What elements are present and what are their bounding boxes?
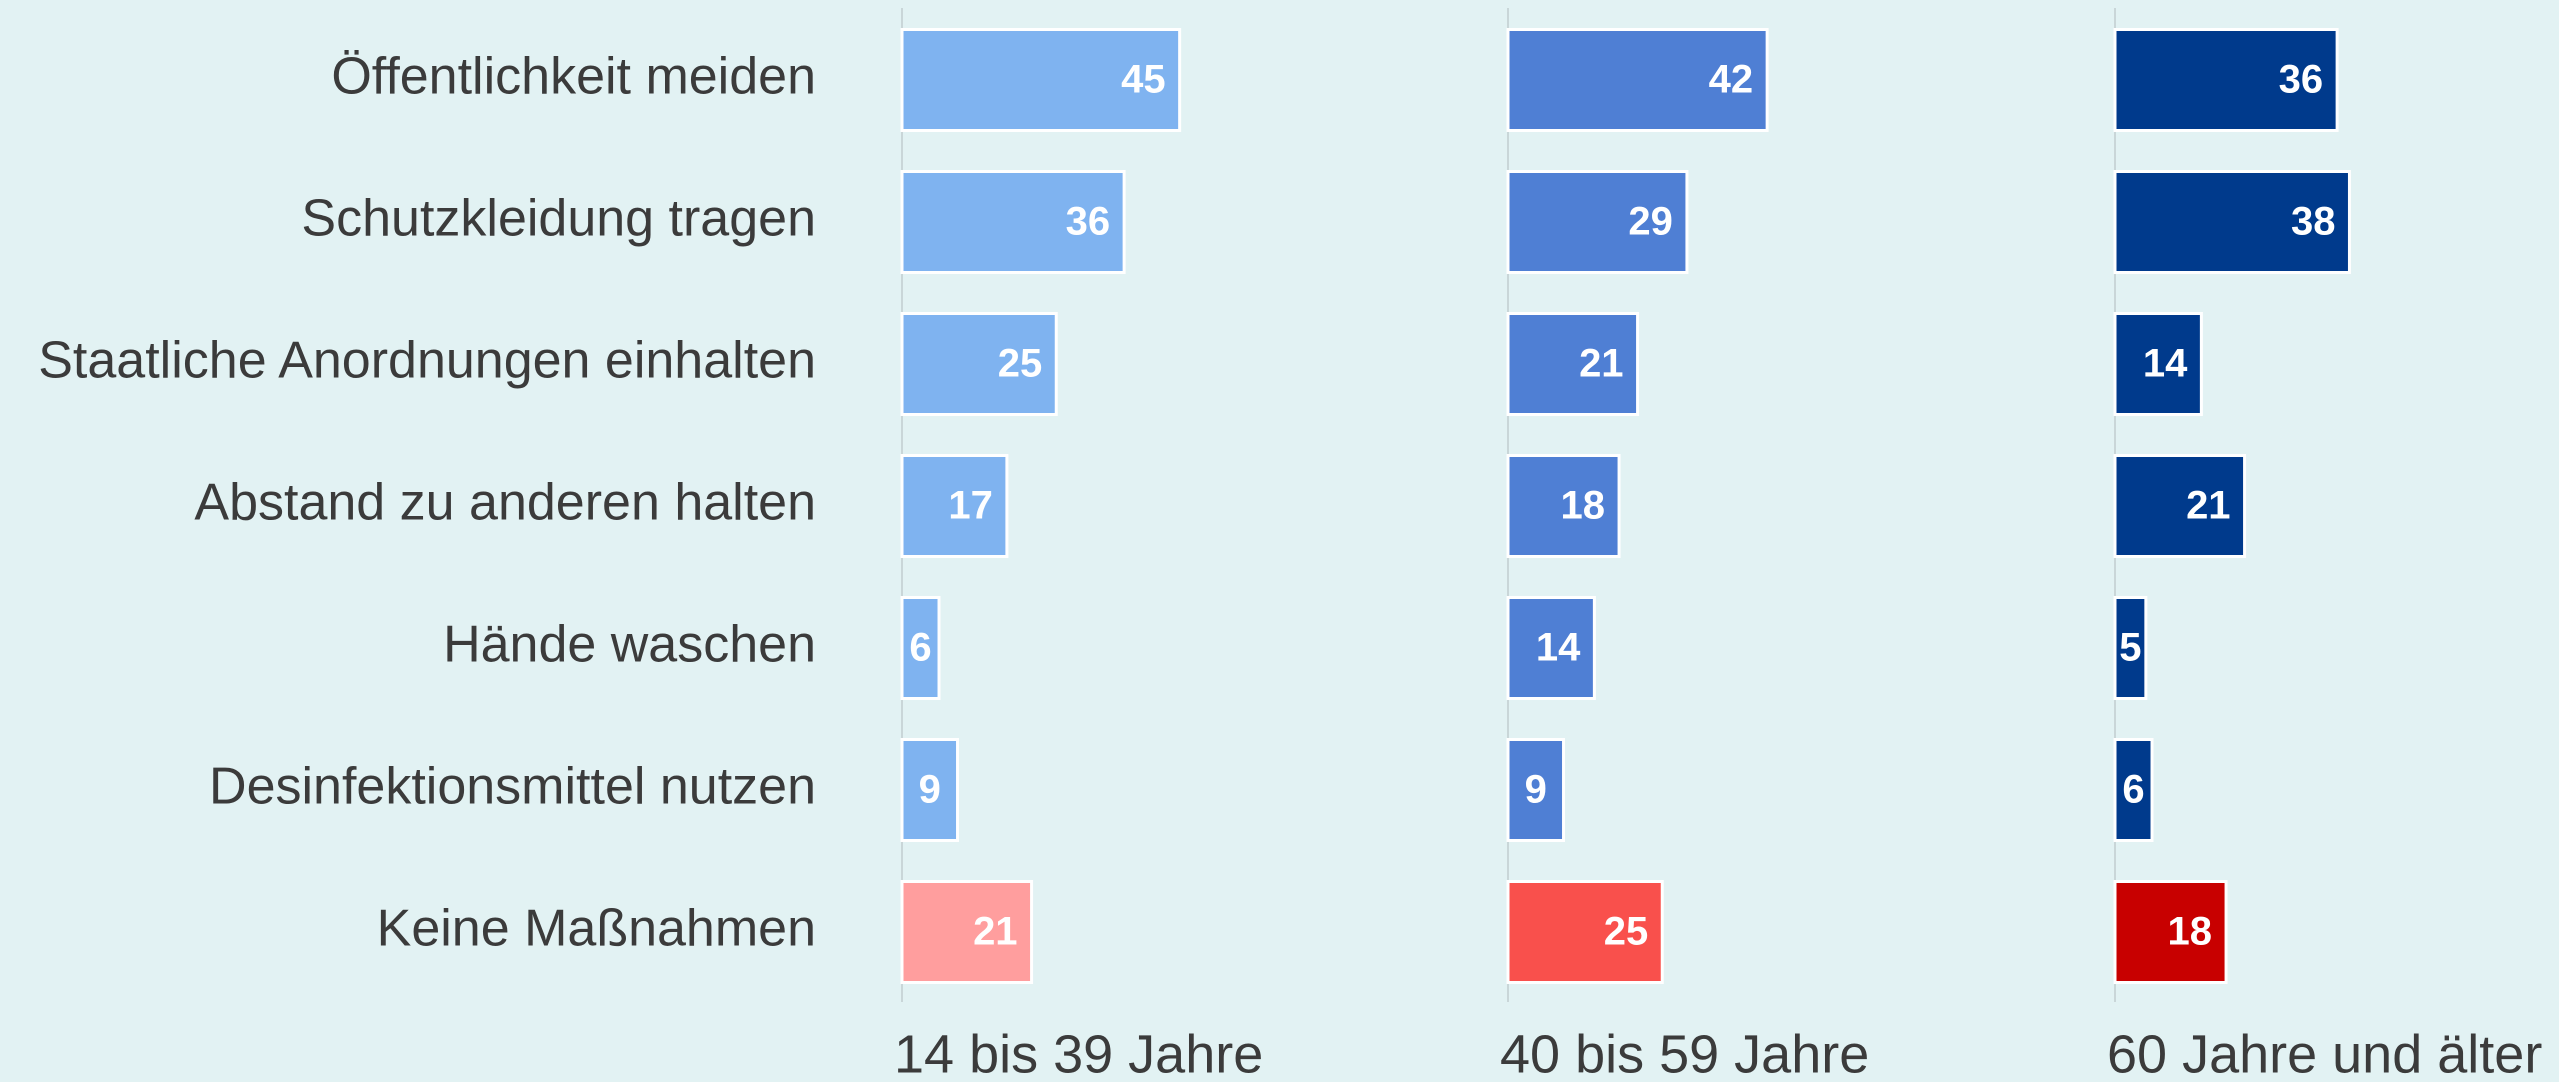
value-label: 6 — [909, 626, 931, 670]
value-label: 21 — [2186, 484, 2231, 528]
value-label: 36 — [2279, 58, 2324, 102]
bar — [1506, 738, 1566, 842]
value-label: 18 — [2168, 910, 2213, 954]
category-label: Staatliche Anordnungen einhalten — [38, 332, 816, 390]
value-label: 5 — [2119, 626, 2141, 670]
category-label: Keine Maßnahmen — [377, 900, 816, 958]
bar — [2113, 596, 2148, 700]
value-label: 17 — [948, 484, 993, 528]
category-label: Öffentlichkeit meiden — [331, 48, 816, 106]
value-label: 9 — [1525, 768, 1547, 812]
value-label: 18 — [1561, 484, 1606, 528]
series-label: 14 bis 39 Jahre — [894, 1024, 1263, 1082]
value-label: 42 — [1709, 58, 1754, 102]
bar — [1506, 596, 1596, 700]
series-label: 40 bis 59 Jahre — [1500, 1024, 1869, 1082]
category-label: Abstand zu anderen halten — [194, 474, 816, 532]
value-label: 38 — [2291, 200, 2336, 244]
bar — [2113, 28, 2339, 132]
value-label: 36 — [1066, 200, 1111, 244]
value-label: 25 — [1604, 910, 1649, 954]
bar — [2113, 880, 2228, 984]
bar — [2113, 170, 2351, 274]
value-label: 9 — [919, 768, 941, 812]
bar — [900, 880, 1034, 984]
value-label: 21 — [973, 910, 1018, 954]
value-label: 14 — [2143, 342, 2188, 386]
value-label: 25 — [998, 342, 1043, 386]
value-label: 21 — [1579, 342, 1624, 386]
bar — [1506, 28, 1769, 132]
value-label: 45 — [1121, 58, 1166, 102]
series-label: 60 Jahre und älter — [2107, 1024, 2542, 1082]
bar — [2113, 312, 2203, 416]
category-label: Hände waschen — [443, 616, 816, 674]
bar — [1506, 454, 1621, 558]
bar — [1506, 312, 1640, 416]
bar — [900, 454, 1009, 558]
value-label: 6 — [2122, 768, 2144, 812]
bar — [900, 28, 1182, 132]
bar — [2113, 454, 2247, 558]
bar — [1506, 170, 1689, 274]
category-label: Schutzkleidung tragen — [301, 190, 816, 248]
bar — [900, 596, 941, 700]
value-label: 14 — [1536, 626, 1581, 670]
bar — [900, 312, 1058, 416]
bar — [900, 170, 1126, 274]
bar — [1506, 880, 1664, 984]
bar — [2113, 738, 2154, 842]
bar — [900, 738, 960, 842]
category-label: Desinfektionsmittel nutzen — [209, 758, 816, 816]
value-label: 29 — [1628, 200, 1673, 244]
